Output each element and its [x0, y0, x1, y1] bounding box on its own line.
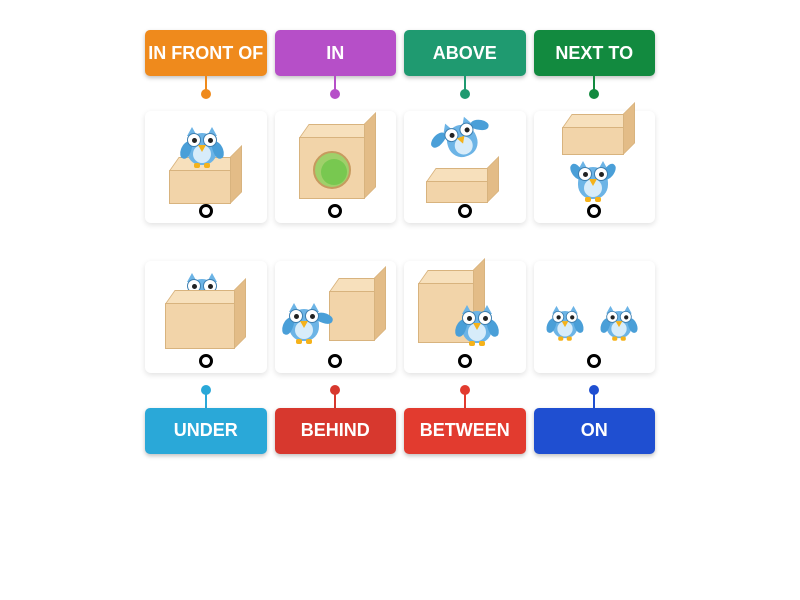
cell-on[interactable] — [145, 111, 267, 223]
connector-top-0 — [145, 76, 267, 99]
label-in-front-of[interactable]: IN FRONT OF — [145, 30, 267, 76]
label-behind[interactable]: BEHIND — [275, 408, 397, 454]
connector-bottom-2 — [404, 385, 526, 408]
socket[interactable] — [587, 204, 601, 218]
illustration-on — [145, 115, 267, 202]
socket[interactable] — [199, 354, 213, 368]
cells-row-1 — [145, 111, 655, 223]
connector-top-2 — [404, 76, 526, 99]
cell-in-front-of[interactable] — [404, 261, 526, 373]
labels-bottom-row: UNDER BEHIND BETWEEN ON — [145, 408, 655, 454]
socket[interactable] — [587, 354, 601, 368]
label-between[interactable]: BETWEEN — [404, 408, 526, 454]
illustration-above — [404, 115, 526, 202]
connector-bottom-1 — [275, 385, 397, 408]
connectors-bottom — [145, 385, 655, 408]
connector-top-1 — [275, 76, 397, 99]
illustration-next-to — [275, 265, 397, 352]
cell-behind[interactable] — [145, 261, 267, 373]
connector-top-3 — [534, 76, 656, 99]
socket[interactable] — [458, 204, 472, 218]
cell-above[interactable] — [404, 111, 526, 223]
label-next-to[interactable]: NEXT TO — [534, 30, 656, 76]
illustration-between — [534, 265, 656, 352]
illustration-in — [275, 115, 397, 202]
socket[interactable] — [458, 354, 472, 368]
connector-bottom-3 — [534, 385, 656, 408]
illustration-under — [534, 115, 656, 202]
socket[interactable] — [328, 204, 342, 218]
illustration-in-front-of — [404, 265, 526, 352]
socket[interactable] — [199, 204, 213, 218]
socket[interactable] — [328, 354, 342, 368]
cell-under[interactable] — [534, 111, 656, 223]
connectors-top — [145, 76, 655, 99]
illustration-behind — [145, 265, 267, 352]
cell-between[interactable] — [534, 261, 656, 373]
label-above[interactable]: ABOVE — [404, 30, 526, 76]
cell-in[interactable] — [275, 111, 397, 223]
label-on[interactable]: ON — [534, 408, 656, 454]
cell-next-to[interactable] — [275, 261, 397, 373]
connector-bottom-0 — [145, 385, 267, 408]
label-under[interactable]: UNDER — [145, 408, 267, 454]
cells-row-2 — [145, 261, 655, 373]
labels-top-row: IN FRONT OF IN ABOVE NEXT TO — [145, 30, 655, 76]
label-in[interactable]: IN — [275, 30, 397, 76]
worksheet: IN FRONT OF IN ABOVE NEXT TO — [145, 0, 655, 454]
